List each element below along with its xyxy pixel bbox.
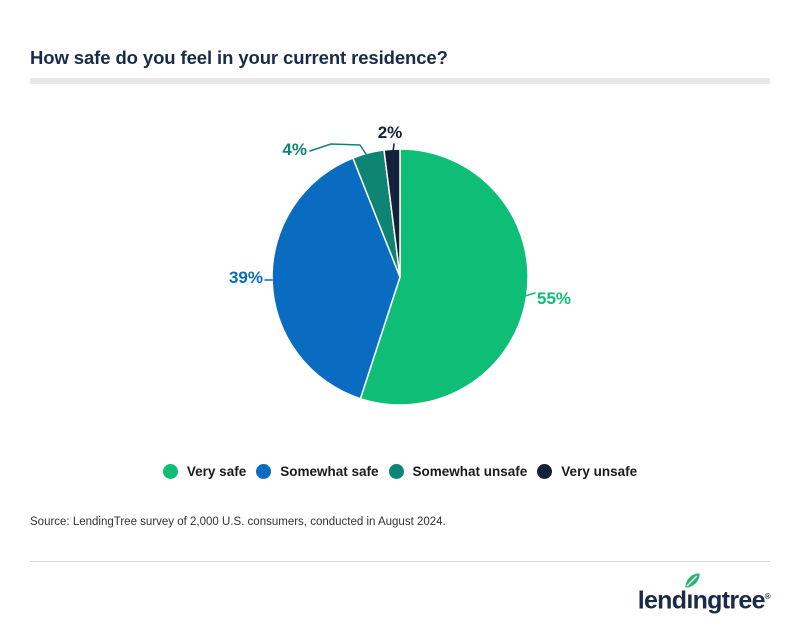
pie-slice-very-safe	[359, 148, 529, 406]
pie-label-very-unsafe: 2%	[378, 123, 403, 142]
legend-item-very-safe: Very safe	[162, 463, 247, 480]
legend-swatch-somewhat-safe	[256, 464, 272, 479]
footer: lendı ngtree®	[30, 573, 771, 615]
legend-item-very-unsafe: Very unsafe	[537, 463, 637, 480]
footer-divider	[30, 561, 770, 562]
legend-label-very-unsafe: Very unsafe	[561, 464, 638, 479]
pie-label-leader-very-safe	[524, 292, 536, 297]
registered-mark: ®	[764, 592, 771, 601]
legend-swatch-somewhat-unsafe	[388, 464, 404, 479]
legend-item-somewhat-safe: Somewhat safe	[256, 463, 379, 480]
legend-item-somewhat-unsafe: Somewhat unsafe	[388, 463, 528, 480]
legend-label-very-safe: Very safe	[186, 464, 247, 479]
chart-legend: Very safe Somewhat safe Somewhat unsafe Ver…	[0, 463, 800, 480]
logo-letter-i: ı	[685, 573, 700, 615]
pie-label-leader-very-unsafe	[392, 143, 395, 153]
pie-label-very-safe: 55%	[537, 289, 571, 308]
legend-label-somewhat-unsafe: Somewhat unsafe	[412, 464, 528, 479]
chart-area: 55% 39% 4% 2%	[0, 84, 800, 429]
title-underline-bar	[30, 78, 770, 84]
lendingtree-logo: lendı ngtree®	[637, 573, 771, 615]
leaf-icon	[685, 573, 700, 588]
pie-label-leader-somewhat-unsafe	[309, 143, 367, 155]
pie-label-somewhat-safe: 39%	[229, 268, 263, 287]
legend-label-somewhat-safe: Somewhat safe	[280, 464, 379, 479]
pie-label-somewhat-unsafe: 4%	[282, 140, 307, 159]
legend-swatch-very-safe	[162, 464, 178, 479]
page-title: How safe do you feel in your current res…	[30, 47, 448, 68]
pie-slice-very-unsafe	[383, 148, 401, 278]
pie-slice-somewhat-safe	[271, 157, 401, 400]
logo-text-pre: lend	[637, 586, 687, 615]
legend-swatch-very-unsafe	[537, 464, 553, 479]
logo-text-post: ngtree	[692, 586, 766, 615]
pie-chart: 55% 39% 4% 2%	[229, 123, 571, 406]
source-note: Source: LendingTree survey of 2,000 U.S.…	[30, 516, 446, 528]
